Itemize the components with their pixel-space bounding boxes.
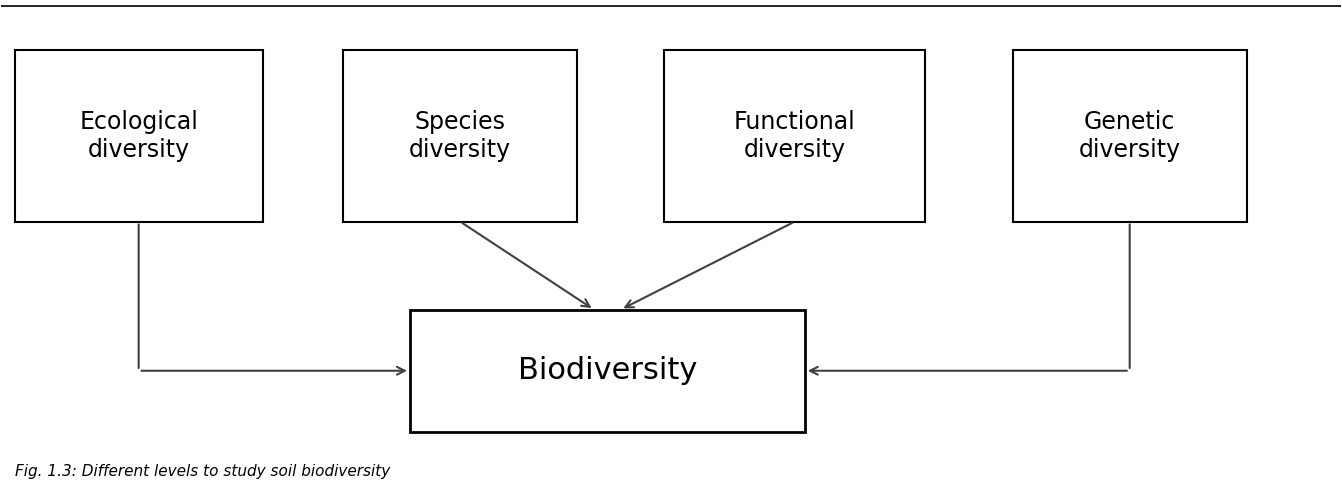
Text: Biodiversity: Biodiversity xyxy=(518,356,696,385)
FancyBboxPatch shape xyxy=(15,50,263,221)
FancyBboxPatch shape xyxy=(1012,50,1247,221)
Text: Species
diversity: Species diversity xyxy=(409,110,511,162)
FancyBboxPatch shape xyxy=(409,309,805,432)
Text: Fig. 1.3: Different levels to study soil biodiversity: Fig. 1.3: Different levels to study soil… xyxy=(15,463,391,479)
Text: Ecological
diversity: Ecological diversity xyxy=(79,110,199,162)
Text: Functional
diversity: Functional diversity xyxy=(734,110,856,162)
FancyBboxPatch shape xyxy=(664,50,926,221)
FancyBboxPatch shape xyxy=(344,50,577,221)
Text: Genetic
diversity: Genetic diversity xyxy=(1079,110,1181,162)
